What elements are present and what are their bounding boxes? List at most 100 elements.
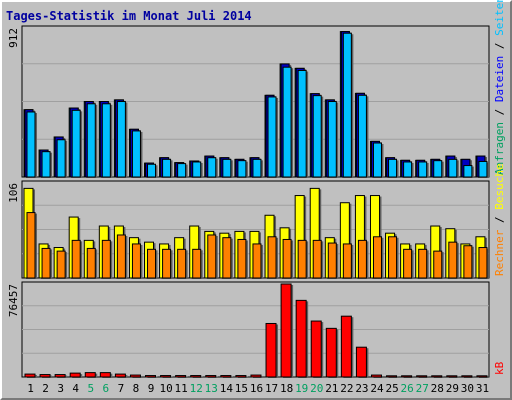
bar-kb-3 (54, 374, 68, 378)
legend-entry: / (493, 210, 506, 230)
bar-seiten-23 (357, 94, 369, 178)
legend-entry: kB (493, 361, 506, 375)
bar-kb-8 (129, 374, 143, 378)
bar-seiten-1 (26, 111, 37, 178)
bar-rechner-10 (162, 248, 173, 279)
bar-rechner-5 (86, 247, 98, 279)
bar-seiten-9 (147, 163, 158, 178)
x-tick-label-30: 30 (461, 382, 474, 395)
bar-rechner-29 (448, 241, 459, 279)
bar-rechner-14 (222, 237, 233, 279)
chart-title: Tages-Statistik im Monat Juli 2014 (6, 9, 252, 23)
bar-rechner-11 (177, 248, 188, 279)
x-tick-label-23: 23 (355, 382, 368, 395)
x-tick-label-6: 6 (103, 382, 110, 395)
bar-seiten-18 (282, 66, 294, 178)
bar-kb-11 (175, 375, 188, 378)
x-tick-label-9: 9 (148, 382, 155, 395)
bar-seiten-29 (448, 158, 459, 178)
legend-entry: / (493, 102, 506, 122)
x-tick-label-4: 4 (72, 382, 79, 395)
bar-rechner-4 (71, 239, 83, 279)
x-tick-label-5: 5 (87, 382, 94, 395)
x-tick-label-10: 10 (159, 382, 172, 395)
bar-rechner-31 (478, 247, 489, 279)
bar-seiten-17 (267, 96, 279, 178)
bar-rechner-25 (388, 236, 399, 279)
bar-kb-1 (24, 373, 37, 378)
x-tick-label-1: 1 (27, 382, 34, 395)
bar-rechner-8 (131, 243, 143, 279)
x-tick-label-29: 29 (446, 382, 459, 395)
bar-rechner-2 (41, 247, 53, 279)
bar-rechner-26 (403, 248, 414, 279)
x-tick-label-21: 21 (325, 382, 338, 395)
bar-kb-13 (205, 375, 218, 378)
bar-kb-22 (340, 315, 354, 378)
bar-kb-20 (310, 320, 324, 378)
bar-seiten-15 (237, 160, 248, 178)
bar-seiten-6 (101, 103, 113, 178)
bar-kb-30 (461, 375, 474, 378)
legend-entry: Seiten (493, 0, 506, 36)
x-tick-label-28: 28 (431, 382, 444, 395)
bar-kb-5 (84, 372, 98, 378)
bar-seiten-28 (433, 160, 444, 178)
legend-entry: Anfragen (493, 122, 506, 175)
x-tick-label-16: 16 (250, 382, 263, 395)
bar-seiten-5 (86, 103, 98, 178)
y-max-label-hits: 912 (7, 28, 20, 48)
x-tick-label-15: 15 (235, 382, 248, 395)
bar-kb-7 (114, 373, 128, 378)
bar-kb-4 (69, 372, 83, 378)
bar-seiten-19 (297, 69, 309, 178)
bar-seiten-21 (327, 101, 339, 178)
bar-seiten-27 (418, 161, 429, 178)
bar-seiten-25 (388, 158, 399, 178)
bar-rechner-3 (56, 250, 68, 279)
bar-rechner-15 (237, 238, 248, 279)
x-tick-label-20: 20 (310, 382, 323, 395)
x-tick-label-25: 25 (385, 382, 398, 395)
legend-kb: kB (493, 361, 506, 375)
legend-entry: Besuche (493, 163, 506, 209)
bar-kb-12 (190, 375, 203, 378)
legend-visits: Rechner / Besuche (493, 163, 506, 276)
bar-seiten-2 (41, 151, 53, 178)
legend-hits: Anfragen / Dateien / Seiten (493, 0, 506, 175)
x-tick-label-8: 8 (133, 382, 140, 395)
y-max-label-visits: 106 (7, 183, 20, 203)
bar-seiten-30 (463, 165, 474, 178)
bar-kb-17 (265, 322, 279, 378)
x-tick-label-17: 17 (265, 382, 278, 395)
bar-rechner-19 (297, 239, 309, 279)
bar-rechner-20 (312, 239, 324, 279)
x-tick-label-3: 3 (57, 382, 64, 395)
bar-rechner-30 (463, 245, 474, 279)
bar-seiten-4 (71, 109, 83, 178)
bar-rechner-7 (116, 234, 128, 279)
bar-seiten-3 (56, 139, 68, 178)
x-tick-label-2: 2 (42, 382, 49, 395)
bar-rechner-28 (433, 250, 444, 279)
bar-kb-25 (386, 375, 399, 378)
bar-seiten-10 (162, 158, 173, 178)
bar-kb-28 (431, 375, 444, 378)
x-tick-label-31: 31 (476, 382, 489, 395)
bar-seiten-31 (478, 160, 489, 178)
x-tick-label-27: 27 (416, 382, 429, 395)
bar-kb-23 (355, 346, 369, 378)
bar-kb-6 (99, 372, 113, 378)
bar-rechner-6 (101, 239, 113, 279)
bar-kb-15 (235, 375, 248, 378)
bar-rechner-16 (252, 243, 263, 279)
y-max-label-kb: 76457 (7, 284, 20, 317)
bar-kb-9 (145, 375, 158, 378)
bar-kb-21 (325, 327, 339, 378)
bar-kb-14 (220, 375, 233, 378)
bar-seiten-8 (131, 130, 143, 178)
bar-kb-31 (476, 375, 489, 378)
bar-rechner-18 (282, 238, 294, 279)
bar-kb-16 (250, 374, 263, 378)
